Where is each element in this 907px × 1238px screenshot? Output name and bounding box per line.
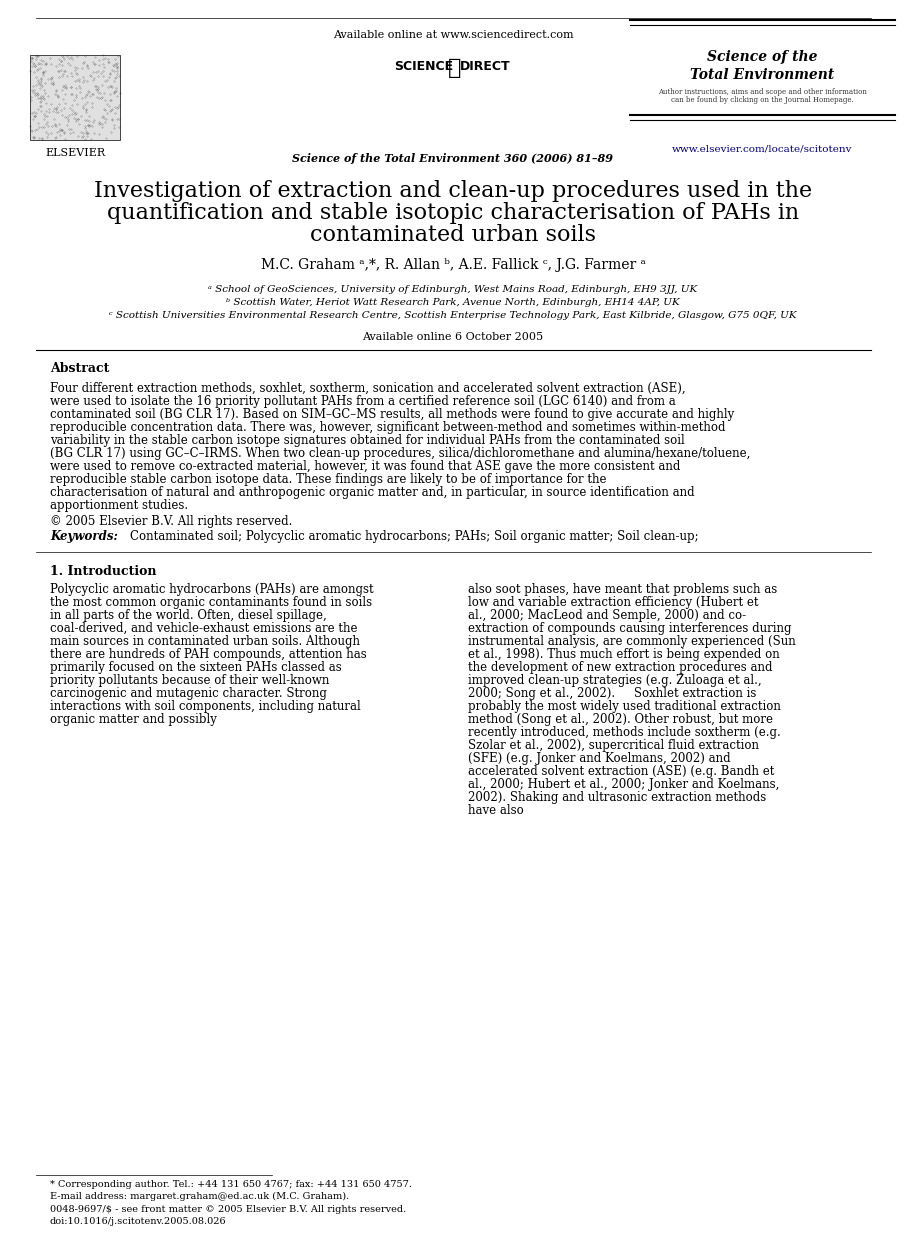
Text: al., 2000; MacLeod and Semple, 2000) and co-: al., 2000; MacLeod and Semple, 2000) and… <box>468 609 746 621</box>
Text: Contaminated soil; Polycyclic aromatic hydrocarbons; PAHs; Soil organic matter; : Contaminated soil; Polycyclic aromatic h… <box>130 530 698 543</box>
Text: www.elsevier.com/locate/scitotenv: www.elsevier.com/locate/scitotenv <box>672 145 853 154</box>
Text: * Corresponding author. Tel.: +44 131 650 4767; fax: +44 131 650 4757.: * Corresponding author. Tel.: +44 131 65… <box>50 1180 412 1188</box>
FancyBboxPatch shape <box>30 54 120 140</box>
Text: Polycyclic aromatic hydrocarbons (PAHs) are amongst: Polycyclic aromatic hydrocarbons (PAHs) … <box>50 583 374 595</box>
Text: there are hundreds of PAH compounds, attention has: there are hundreds of PAH compounds, att… <box>50 647 366 661</box>
Text: also soot phases, have meant that problems such as: also soot phases, have meant that proble… <box>468 583 777 595</box>
Text: doi:10.1016/j.scitotenv.2005.08.026: doi:10.1016/j.scitotenv.2005.08.026 <box>50 1217 227 1226</box>
Text: coal-derived, and vehicle-exhaust emissions are the: coal-derived, and vehicle-exhaust emissi… <box>50 621 357 635</box>
Text: ⓐ: ⓐ <box>448 58 462 78</box>
Text: DIRECT: DIRECT <box>460 59 511 73</box>
Text: Science of the: Science of the <box>707 50 817 64</box>
Text: Available online 6 October 2005: Available online 6 October 2005 <box>363 332 543 342</box>
Text: E-mail address: margaret.graham@ed.ac.uk (M.C. Graham).: E-mail address: margaret.graham@ed.ac.uk… <box>50 1192 349 1201</box>
Text: Science of the Total Environment 360 (2006) 81–89: Science of the Total Environment 360 (20… <box>292 154 613 163</box>
Text: al., 2000; Hubert et al., 2000; Jonker and Koelmans,: al., 2000; Hubert et al., 2000; Jonker a… <box>468 777 779 791</box>
Text: in all parts of the world. Often, diesel spillage,: in all parts of the world. Often, diesel… <box>50 609 327 621</box>
Text: were used to isolate the 16 priority pollutant PAHs from a certified reference s: were used to isolate the 16 priority pol… <box>50 395 676 409</box>
Text: main sources in contaminated urban soils. Although: main sources in contaminated urban soils… <box>50 635 360 647</box>
Text: characterisation of natural and anthropogenic organic matter and, in particular,: characterisation of natural and anthropo… <box>50 487 695 499</box>
Text: M.C. Graham ᵃ,*, R. Allan ᵇ, A.E. Fallick ᶜ, J.G. Farmer ᵃ: M.C. Graham ᵃ,*, R. Allan ᵇ, A.E. Fallic… <box>260 258 646 272</box>
Text: ᶜ Scottish Universities Environmental Research Centre, Scottish Enterprise Techn: ᶜ Scottish Universities Environmental Re… <box>109 311 797 319</box>
Text: primarily focused on the sixteen PAHs classed as: primarily focused on the sixteen PAHs cl… <box>50 661 342 673</box>
Text: (SFE) (e.g. Jonker and Koelmans, 2002) and: (SFE) (e.g. Jonker and Koelmans, 2002) a… <box>468 751 731 765</box>
Text: probably the most widely used traditional extraction: probably the most widely used traditiona… <box>468 699 781 713</box>
Text: Keywords:: Keywords: <box>50 530 118 543</box>
Text: © 2005 Elsevier B.V. All rights reserved.: © 2005 Elsevier B.V. All rights reserved… <box>50 515 292 527</box>
Text: 0048-9697/$ - see front matter © 2005 Elsevier B.V. All rights reserved.: 0048-9697/$ - see front matter © 2005 El… <box>50 1205 406 1214</box>
Text: extraction of compounds causing interferences during: extraction of compounds causing interfer… <box>468 621 792 635</box>
Text: improved clean-up strategies (e.g. Zuloaga et al.,: improved clean-up strategies (e.g. Zuloa… <box>468 673 762 687</box>
Text: carcinogenic and mutagenic character. Strong: carcinogenic and mutagenic character. St… <box>50 687 327 699</box>
Text: contaminated soil (BG CLR 17). Based on SIM–GC–MS results, all methods were foun: contaminated soil (BG CLR 17). Based on … <box>50 409 735 421</box>
Text: variability in the stable carbon isotope signatures obtained for individual PAHs: variability in the stable carbon isotope… <box>50 435 685 447</box>
Text: interactions with soil components, including natural: interactions with soil components, inclu… <box>50 699 361 713</box>
Text: Author instructions, aims and scope and other information: Author instructions, aims and scope and … <box>658 88 866 97</box>
Text: (BG CLR 17) using GC–C–IRMS. When two clean-up procedures, silica/dichloromethan: (BG CLR 17) using GC–C–IRMS. When two cl… <box>50 447 750 461</box>
Text: instrumental analysis, are commonly experienced (Sun: instrumental analysis, are commonly expe… <box>468 635 795 647</box>
Text: SCIENCE: SCIENCE <box>394 59 453 73</box>
Text: low and variable extraction efficiency (Hubert et: low and variable extraction efficiency (… <box>468 595 758 609</box>
Text: Abstract: Abstract <box>50 361 110 375</box>
Text: quantification and stable isotopic characterisation of PAHs in: quantification and stable isotopic chara… <box>107 202 799 224</box>
Text: contaminated urban soils: contaminated urban soils <box>310 224 596 246</box>
Text: Investigation of extraction and clean-up procedures used in the: Investigation of extraction and clean-up… <box>94 180 812 202</box>
Text: Available online at www.sciencedirect.com: Available online at www.sciencedirect.co… <box>333 30 573 40</box>
Text: have also: have also <box>468 803 523 817</box>
Text: 1. Introduction: 1. Introduction <box>50 565 157 578</box>
Text: accelerated solvent extraction (ASE) (e.g. Bandh et: accelerated solvent extraction (ASE) (e.… <box>468 765 775 777</box>
Text: reproducible stable carbon isotope data. These findings are likely to be of impo: reproducible stable carbon isotope data.… <box>50 473 607 487</box>
Text: the development of new extraction procedures and: the development of new extraction proced… <box>468 661 773 673</box>
Text: 2000; Song et al., 2002).     Soxhlet extraction is: 2000; Song et al., 2002). Soxhlet extrac… <box>468 687 756 699</box>
Text: 2002). Shaking and ultrasonic extraction methods: 2002). Shaking and ultrasonic extraction… <box>468 791 766 803</box>
Text: reproducible concentration data. There was, however, significant between-method : reproducible concentration data. There w… <box>50 421 726 435</box>
Text: ᵃ School of GeoSciences, University of Edinburgh, West Mains Road, Edinburgh, EH: ᵃ School of GeoSciences, University of E… <box>209 285 697 293</box>
Text: Total Environment: Total Environment <box>690 68 834 82</box>
Text: ELSEVIER: ELSEVIER <box>45 149 105 158</box>
Text: method (Song et al., 2002). Other robust, but more: method (Song et al., 2002). Other robust… <box>468 713 773 725</box>
Text: apportionment studies.: apportionment studies. <box>50 499 188 513</box>
Text: et al., 1998). Thus much effort is being expended on: et al., 1998). Thus much effort is being… <box>468 647 780 661</box>
Text: Four different extraction methods, soxhlet, soxtherm, sonication and accelerated: Four different extraction methods, soxhl… <box>50 383 686 395</box>
Text: can be found by clicking on the Journal Homepage.: can be found by clicking on the Journal … <box>670 97 853 104</box>
Text: the most common organic contaminants found in soils: the most common organic contaminants fou… <box>50 595 372 609</box>
Text: ᵇ Scottish Water, Heriot Watt Research Park, Avenue North, Edinburgh, EH14 4AP, : ᵇ Scottish Water, Heriot Watt Research P… <box>226 298 680 307</box>
Text: Szolar et al., 2002), supercritical fluid extraction: Szolar et al., 2002), supercritical flui… <box>468 739 759 751</box>
Text: priority pollutants because of their well-known: priority pollutants because of their wel… <box>50 673 329 687</box>
Text: recently introduced, methods include soxtherm (e.g.: recently introduced, methods include sox… <box>468 725 781 739</box>
Text: were used to remove co-extracted material, however, it was found that ASE gave t: were used to remove co-extracted materia… <box>50 461 680 473</box>
Text: organic matter and possibly: organic matter and possibly <box>50 713 217 725</box>
